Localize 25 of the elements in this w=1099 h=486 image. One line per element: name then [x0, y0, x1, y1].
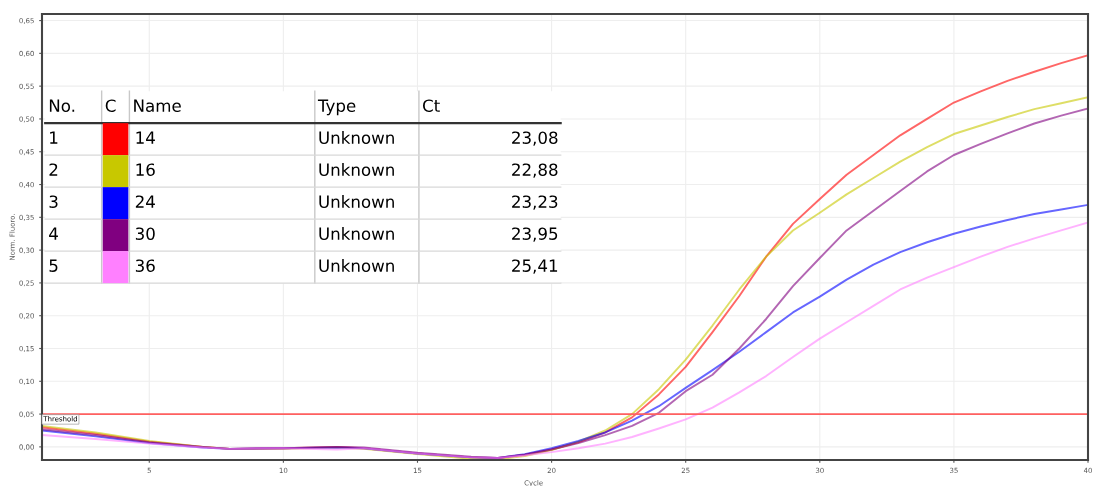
- annotation: Unknown: [319, 131, 394, 144]
- annotation: Unknown: [319, 163, 394, 176]
- annotation: Ct: [422, 99, 440, 112]
- annotation: Unknown: [319, 259, 394, 272]
- annotation: 23,08: [512, 131, 558, 146]
- annotation: 23,23: [512, 195, 558, 210]
- annotation: 25,41: [512, 259, 558, 274]
- annotation: 3: [49, 195, 58, 208]
- legend-label: 36: [135, 259, 155, 272]
- legend-label: 24: [135, 195, 155, 208]
- annotation: Unknown: [319, 227, 394, 240]
- annotation: Name: [134, 99, 181, 112]
- annotation: Type: [317, 99, 356, 116]
- annotation: C: [105, 99, 116, 112]
- annotation: Unknown: [319, 195, 394, 208]
- legend-label: 14: [136, 131, 155, 144]
- annotation: 23,95: [512, 227, 558, 242]
- annotation: 22,88: [512, 163, 558, 178]
- annotation: 1: [50, 131, 58, 144]
- annotation: No.: [49, 99, 75, 112]
- legend-label: 30: [135, 227, 155, 240]
- annotation: 5: [49, 259, 58, 272]
- annotation: 4: [49, 227, 58, 240]
- legend-label: 16: [136, 163, 155, 176]
- annotation: 2: [49, 163, 58, 176]
